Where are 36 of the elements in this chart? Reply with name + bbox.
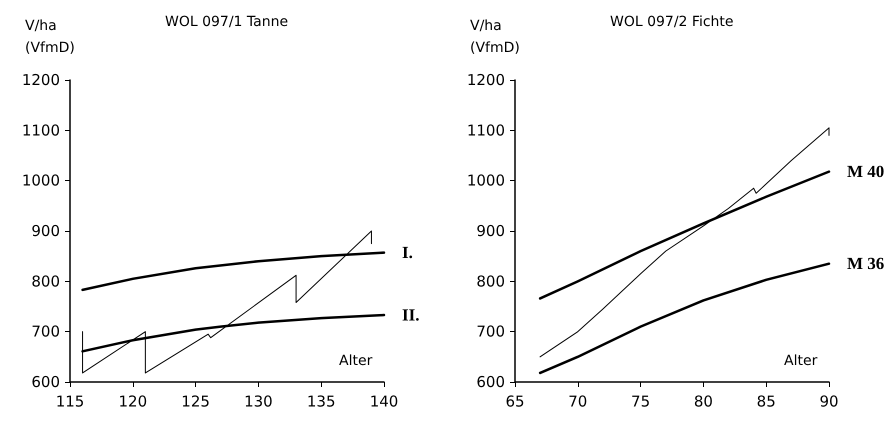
y-tick-label: 700: [31, 322, 60, 341]
y-tick-label: 600: [31, 373, 60, 391]
x-tick-label: 90: [819, 392, 839, 410]
y-tick-label: 1000: [466, 172, 505, 190]
y-tick-label: 900: [476, 222, 505, 240]
y-tick-label: 1200: [22, 71, 60, 89]
y-tick-label: 1000: [22, 172, 60, 190]
x-axis-title: Alter: [784, 353, 818, 369]
x-tick-label: 85: [756, 392, 776, 410]
x-tick-label: 80: [694, 392, 713, 410]
x-tick-label: 75: [631, 392, 650, 410]
x-tick-label: 70: [568, 392, 588, 410]
y-tick-label: 800: [476, 272, 505, 290]
x-tick-label: 125: [181, 392, 210, 410]
x-tick-label: 115: [56, 392, 84, 410]
series-label: M 36: [847, 254, 884, 274]
y-tick-label: 600: [476, 373, 505, 391]
chart-title: WOL 097/2 Fichte: [610, 14, 734, 30]
x-tick-label: 65: [505, 392, 525, 410]
x-tick-label: 135: [306, 392, 336, 410]
x-tick-label: 120: [118, 392, 148, 410]
x-tick-label: 130: [244, 392, 273, 410]
series-label: II.: [402, 306, 420, 325]
series-label: M 40: [847, 162, 884, 182]
y-tick-label: 700: [476, 322, 505, 341]
y-tick-label: 1100: [466, 121, 505, 140]
x-tick-label: 140: [370, 392, 398, 410]
y-tick-label: 800: [31, 272, 60, 290]
y-tick-label: 900: [31, 222, 60, 240]
y-tick-label: 1100: [22, 121, 60, 140]
series-label: I.: [402, 243, 413, 262]
y-axis-title: V/ha (VfmD): [25, 18, 75, 56]
y-axis-title: V/ha (VfmD): [470, 18, 520, 56]
x-axis-title: Alter: [339, 353, 373, 369]
chart-title: WOL 097/1 Tanne: [165, 14, 288, 30]
y-tick-label: 1200: [466, 71, 505, 89]
